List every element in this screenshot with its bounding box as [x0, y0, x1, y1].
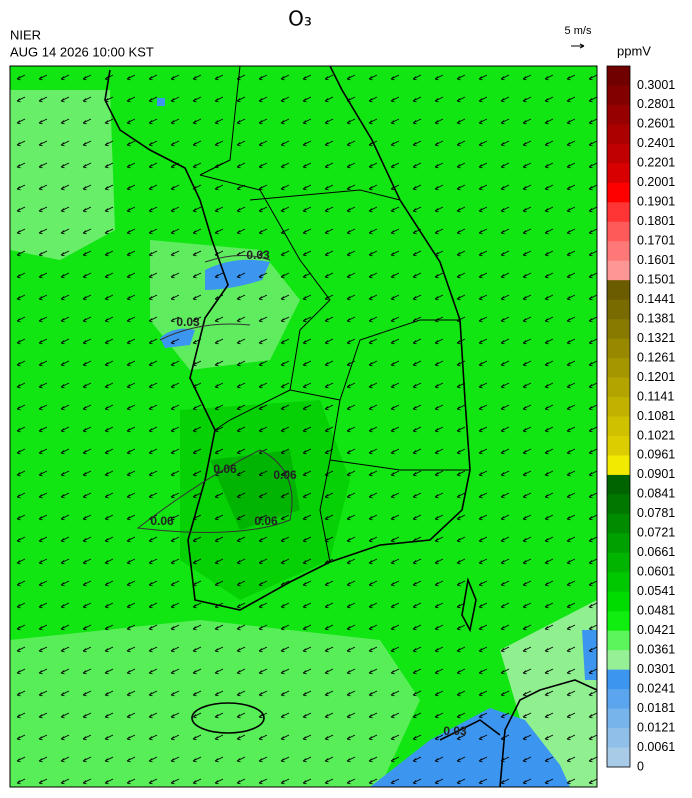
- wind-vectors: [10, 66, 597, 787]
- colorbar-swatch: [607, 358, 630, 379]
- colorbar-swatch: [607, 728, 630, 749]
- colorbar-label: 0.0841: [637, 487, 675, 501]
- colorbar-swatch: [607, 513, 630, 534]
- datetime: AUG 14 2026 10:00 KST: [10, 44, 154, 59]
- colorbar-label: 0.0481: [637, 604, 675, 618]
- colorbar-swatch: [607, 377, 630, 398]
- province-border: [199, 66, 470, 563]
- colorbar-label: 0.0061: [637, 740, 675, 754]
- colorbar-swatch: [607, 474, 630, 495]
- colorbar-swatch: [607, 552, 630, 573]
- colorbar-swatch: [607, 66, 630, 86]
- colorbar-swatch: [607, 572, 630, 593]
- colorbar-label: 0.0961: [637, 448, 675, 462]
- colorbar-label: 0.0601: [637, 565, 675, 579]
- colorbar-swatch: [607, 533, 630, 554]
- colorbar-swatch: [607, 202, 630, 223]
- colorbar-swatch: [607, 260, 630, 281]
- colorbar-label: 0.0721: [637, 526, 675, 540]
- contour-label: 0.06: [273, 468, 297, 482]
- contour-label: 0.03: [443, 724, 467, 738]
- colorbar-label: 0.1261: [637, 350, 675, 364]
- colorbar-swatch: [607, 416, 630, 437]
- contour: [159, 254, 271, 341]
- colorbar-swatch: [607, 163, 630, 184]
- colorbar-swatch: [607, 182, 630, 203]
- colorbar-swatch: [607, 650, 630, 671]
- contour-label: 0.03: [246, 248, 270, 262]
- agency: NIER: [10, 27, 41, 42]
- colorbar-swatch: [607, 630, 630, 651]
- colorbar-label: 0.0121: [637, 720, 675, 734]
- jeju: [191, 702, 265, 734]
- colorbar-label: 0.1081: [637, 409, 675, 423]
- colorbar-swatch: [607, 338, 630, 359]
- colorbar-label: 0.2001: [637, 175, 675, 189]
- colorbar-swatch: [607, 319, 630, 340]
- colorbar-label: 0.1701: [637, 234, 675, 248]
- contour-labels: 0.03 0.03 0.06 0.06 0.06 0.06 0.03: [150, 248, 467, 738]
- colorbar-label: 0.1021: [637, 428, 675, 442]
- colorbar-swatch: [607, 708, 630, 729]
- colorbar-swatch: [607, 747, 630, 768]
- colorbar-swatch: [607, 104, 630, 125]
- colorbar-swatch: [607, 494, 630, 515]
- colorbar-swatch: [607, 591, 630, 612]
- unit: ppmV: [617, 43, 651, 58]
- contour-label: 0.06: [254, 514, 278, 528]
- colorbar-swatch: [607, 455, 630, 476]
- colorbar-label: 0.1201: [637, 370, 675, 384]
- colorbar-label: 0.2801: [637, 97, 675, 111]
- colorbar-label: 0.0421: [637, 623, 675, 637]
- colorbar-swatch: [607, 280, 630, 301]
- colorbar-swatch: [607, 611, 630, 632]
- colorbar-swatch: [607, 241, 630, 262]
- colorbar-label: 0.0781: [637, 506, 675, 520]
- colorbar-label: 0.3001: [637, 78, 675, 92]
- map-frame: [9, 65, 598, 788]
- colorbar-swatch: [607, 143, 630, 164]
- colorbar-swatch: [607, 299, 630, 320]
- colorbar-swatch: [607, 85, 630, 106]
- colorbar-label: 0.1141: [637, 389, 674, 403]
- colorbar-label: 0.2401: [637, 136, 675, 150]
- map: [10, 66, 597, 787]
- colorbar-label: 0.0361: [637, 642, 675, 656]
- colorbar-swatch: [607, 221, 630, 242]
- colorbar-swatch: [607, 669, 630, 690]
- colorbar-swatch: [607, 397, 630, 417]
- contour-label: 0.06: [213, 462, 237, 476]
- colorbar-label: 0.1441: [637, 292, 675, 306]
- colorbar-label: 0.0901: [637, 467, 675, 481]
- colorbar-label: 0.2201: [637, 156, 675, 170]
- colorbar-label: 0.0661: [637, 545, 675, 559]
- colorbar-label: 0.0181: [637, 701, 675, 715]
- colorbar-label: 0.1801: [637, 214, 675, 228]
- colorbar-label: 0.0301: [637, 662, 675, 676]
- colorbar-swatch: [607, 124, 630, 145]
- colorbar-label: 0.0541: [637, 584, 675, 598]
- colorbar-frame: [606, 65, 631, 768]
- tsushima: [461, 577, 477, 633]
- contour: [136, 449, 293, 533]
- vector-scale: 5 m/s: [565, 25, 592, 37]
- colorbar-label: 0.0241: [637, 681, 675, 695]
- colorbar-swatch: [607, 689, 630, 710]
- title: O₃: [288, 7, 312, 31]
- colorbar: 0.3001 0.2801 0.2601 0.2401 0.2201 0.2001 0.19…: [606, 65, 675, 773]
- colorbar-label: 0.1381: [637, 311, 675, 325]
- vector-arrow: [571, 43, 585, 49]
- colorbar-label: 0: [637, 759, 644, 773]
- colorbar-label: 0.1321: [637, 331, 675, 345]
- colorbar-label: 0.1601: [637, 253, 675, 267]
- colorbar-label: 0.2601: [637, 117, 675, 131]
- colorbar-label: 0.1901: [637, 195, 675, 209]
- japan-coast: [439, 679, 597, 787]
- coastline: [104, 66, 471, 611]
- colorbar-label: 0.1501: [637, 272, 675, 286]
- contour-label: 0.03: [176, 315, 200, 329]
- colorbar-swatch: [607, 435, 630, 456]
- contour-label: 0.06: [150, 514, 174, 528]
